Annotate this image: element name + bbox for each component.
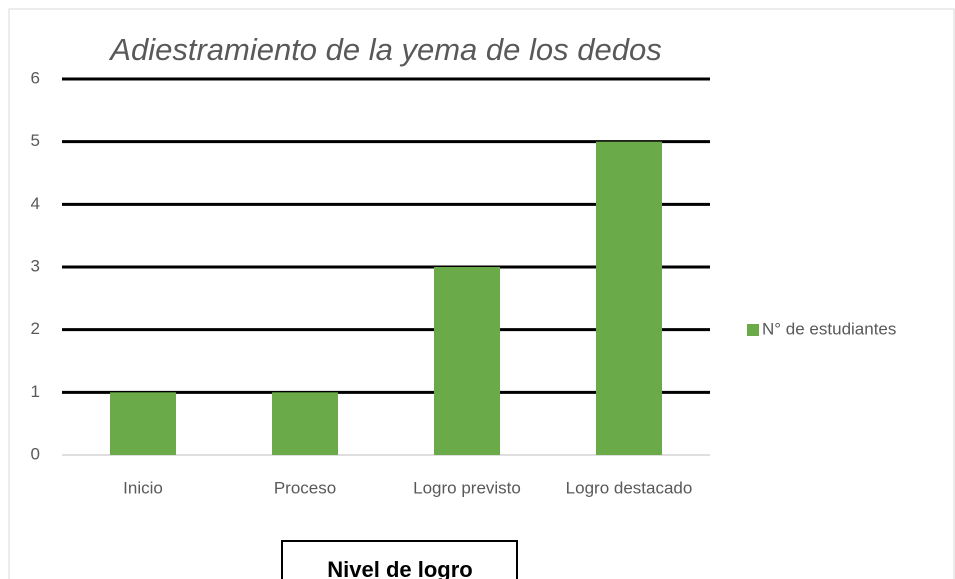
y-tick-label: 1 (31, 382, 40, 401)
chart-title: Adiestramiento de la yema de los dedos (108, 32, 661, 67)
y-tick-label: 4 (31, 194, 40, 213)
y-tick-label: 2 (31, 319, 40, 338)
x-axis-label-box (281, 540, 518, 579)
x-axis-label: Nivel de logro (327, 557, 472, 579)
bar (596, 141, 662, 455)
y-tick-label: 0 (31, 444, 40, 463)
y-tick-label: 5 (31, 131, 40, 150)
y-tick-label: 3 (31, 256, 40, 275)
x-tick-label: Proceso (274, 478, 336, 497)
bar (110, 392, 176, 455)
x-tick-label: Inicio (123, 478, 163, 497)
y-tick-label: 6 (31, 68, 40, 87)
legend-swatch (747, 324, 759, 336)
bar (272, 392, 338, 455)
x-tick-label: Logro previsto (413, 478, 521, 497)
x-tick-label: Logro destacado (566, 478, 693, 497)
legend-label: N° de estudiantes (762, 319, 896, 338)
bar (434, 267, 500, 455)
